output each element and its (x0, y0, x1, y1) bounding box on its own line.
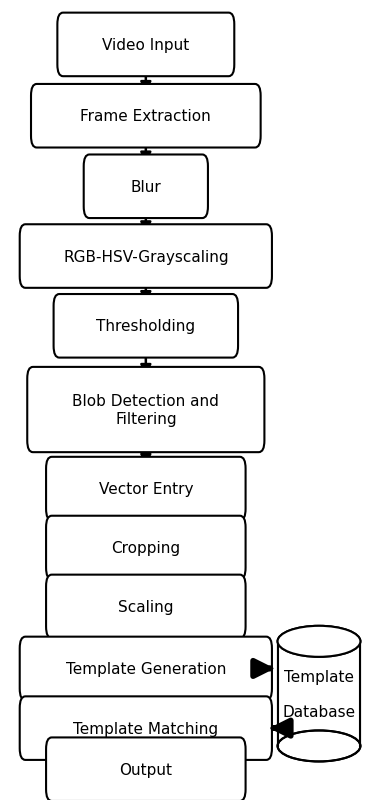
Text: Blur: Blur (130, 180, 161, 194)
Ellipse shape (278, 626, 360, 657)
Ellipse shape (278, 731, 360, 761)
Text: Thresholding: Thresholding (96, 319, 195, 334)
Text: Blob Detection and
Filtering: Blob Detection and Filtering (73, 393, 219, 426)
FancyBboxPatch shape (27, 368, 264, 453)
FancyBboxPatch shape (20, 637, 272, 700)
Bar (278, 642, 360, 746)
Text: Template Matching: Template Matching (73, 721, 219, 736)
FancyBboxPatch shape (20, 225, 272, 288)
FancyBboxPatch shape (57, 14, 234, 77)
FancyBboxPatch shape (53, 295, 238, 358)
Text: Output: Output (119, 762, 172, 777)
FancyBboxPatch shape (84, 155, 208, 218)
FancyBboxPatch shape (46, 737, 246, 801)
Ellipse shape (278, 626, 360, 657)
FancyBboxPatch shape (46, 457, 246, 520)
Bar (278, 643, 359, 744)
Text: Scaling: Scaling (118, 599, 173, 614)
Text: Video Input: Video Input (102, 38, 189, 53)
FancyBboxPatch shape (31, 85, 261, 149)
Text: Template

Database: Template Database (282, 669, 356, 719)
FancyBboxPatch shape (46, 516, 246, 580)
Text: Cropping: Cropping (111, 540, 180, 556)
Text: Template Generation: Template Generation (66, 661, 226, 676)
Text: RGB-HSV-Grayscaling: RGB-HSV-Grayscaling (63, 249, 229, 264)
Text: Frame Extraction: Frame Extraction (81, 109, 211, 124)
FancyBboxPatch shape (20, 696, 272, 760)
Text: Vector Entry: Vector Entry (99, 482, 193, 496)
FancyBboxPatch shape (46, 575, 246, 638)
